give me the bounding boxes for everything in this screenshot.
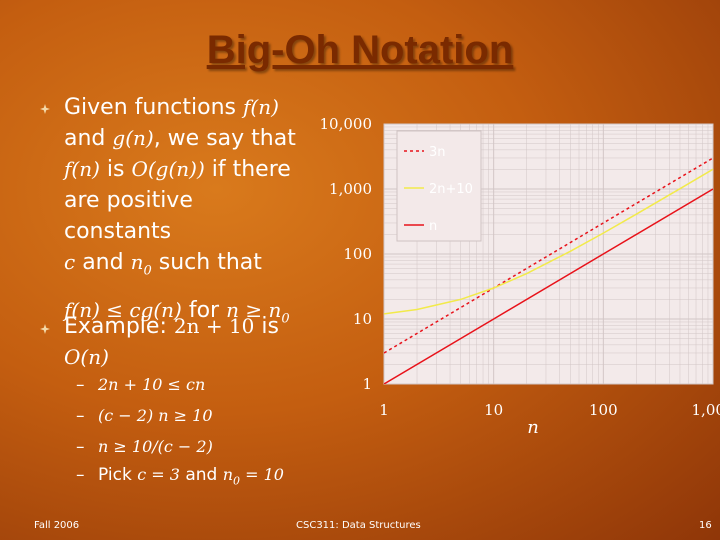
text-line: constants — [64, 219, 172, 244]
step-4: – Pick c = 3 and n0 = 10 — [76, 465, 284, 488]
math-n-ge-n0: n ≥ n — [226, 298, 282, 323]
footer-date: Fall 2006 — [34, 520, 80, 531]
math-g-of-n: g(n) — [112, 126, 154, 150]
page-number: 16 — [699, 520, 712, 531]
series-line-2n+10 — [384, 168, 713, 315]
step-3: – n ≥ 10/(c − 2) — [76, 437, 213, 457]
definition-text: Given functions f(n) and g(n), we say th… — [64, 92, 296, 335]
bullet-icon — [40, 324, 50, 334]
text-span: Given functions — [64, 95, 243, 120]
series-line-3n — [384, 157, 713, 354]
text-span: for — [181, 298, 227, 324]
math-o-of-n: O(n) — [64, 345, 109, 369]
math-2n-plus-10: 2n + 10 — [173, 314, 255, 338]
example-text: Example: 2n + 10 is O(n) — [64, 311, 279, 373]
x-axis-label: n — [527, 417, 539, 438]
math-f-of-n: f(n) — [242, 95, 279, 119]
y-tick-label: 1 — [362, 375, 372, 393]
text-span: Example: — [64, 314, 174, 339]
text-span: and — [64, 126, 113, 151]
slide-title: Big-Oh Notation — [206, 28, 514, 72]
legend-label: n — [429, 219, 437, 234]
subscript: 0 — [281, 311, 290, 327]
text-line: are positive — [64, 188, 193, 213]
y-tick-label: 1,000 — [329, 180, 372, 198]
plot-series — [384, 157, 713, 384]
step-2: – (c − 2) n ≥ 10 — [76, 406, 213, 426]
x-tick-label: 100 — [589, 401, 618, 419]
y-tick-label: 10,000 — [320, 115, 373, 133]
text-span: such that — [151, 250, 262, 275]
legend: 3n 2n+10 n — [396, 130, 482, 242]
math-c: c — [64, 250, 76, 274]
math-n0: n — [130, 250, 144, 274]
text-span: is — [254, 314, 279, 339]
step-1: –2n + 10 ≤ cn — [76, 375, 206, 395]
text-span: is — [99, 157, 132, 182]
text-span: and — [75, 250, 131, 275]
x-tick-label: 1,000 — [692, 401, 720, 419]
subscript: 0 — [143, 263, 152, 279]
text-span: , we say that — [153, 126, 296, 151]
legend-label: 2n+10 — [429, 182, 473, 197]
text-span: if there — [204, 157, 291, 182]
legend-box — [396, 130, 482, 242]
series-line-n — [384, 188, 713, 384]
bullet-icon — [40, 104, 50, 114]
tick-labels: 1 10 100 1,000 1 10 100 1,000 10,000 — [320, 115, 720, 419]
x-tick-label: 1 — [379, 401, 389, 419]
legend-label: 3n — [429, 145, 446, 160]
x-tick-label: 10 — [484, 401, 503, 419]
math-big-o: O(g(n)) — [131, 157, 205, 181]
math-inequality: f(n) ≤ cg(n) — [64, 298, 182, 323]
y-tick-label: 10 — [353, 310, 372, 328]
math-f-of-n: f(n) — [64, 157, 100, 181]
footer-course: CSC311: Data Structures — [296, 520, 421, 531]
y-tick-label: 100 — [343, 245, 372, 263]
